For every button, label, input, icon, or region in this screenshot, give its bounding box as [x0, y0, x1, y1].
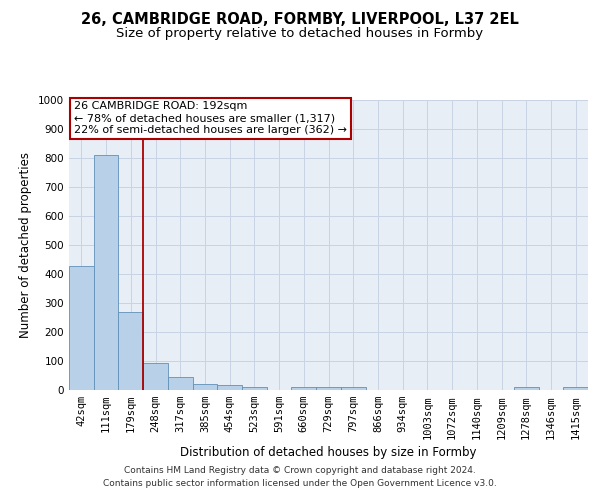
Text: 26, CAMBRIDGE ROAD, FORMBY, LIVERPOOL, L37 2EL: 26, CAMBRIDGE ROAD, FORMBY, LIVERPOOL, L… — [81, 12, 519, 28]
Bar — [341, 386, 365, 390]
Text: Contains HM Land Registry data © Crown copyright and database right 2024.
Contai: Contains HM Land Registry data © Crown c… — [103, 466, 497, 487]
Bar — [94, 154, 118, 390]
Bar — [69, 266, 94, 390]
Text: 26 CAMBRIDGE ROAD: 192sqm
← 78% of detached houses are smaller (1,317)
22% of se: 26 CAMBRIDGE ROAD: 192sqm ← 78% of detac… — [74, 102, 347, 134]
Text: Size of property relative to detached houses in Formby: Size of property relative to detached ho… — [116, 28, 484, 40]
Bar — [168, 377, 193, 390]
Bar — [242, 386, 267, 390]
Bar — [316, 386, 341, 390]
Bar — [118, 312, 143, 390]
Bar — [292, 386, 316, 390]
Bar — [514, 386, 539, 390]
Bar — [143, 363, 168, 390]
Bar — [217, 385, 242, 390]
Bar — [193, 384, 217, 390]
Bar — [563, 386, 588, 390]
Y-axis label: Number of detached properties: Number of detached properties — [19, 152, 32, 338]
X-axis label: Distribution of detached houses by size in Formby: Distribution of detached houses by size … — [180, 446, 477, 458]
